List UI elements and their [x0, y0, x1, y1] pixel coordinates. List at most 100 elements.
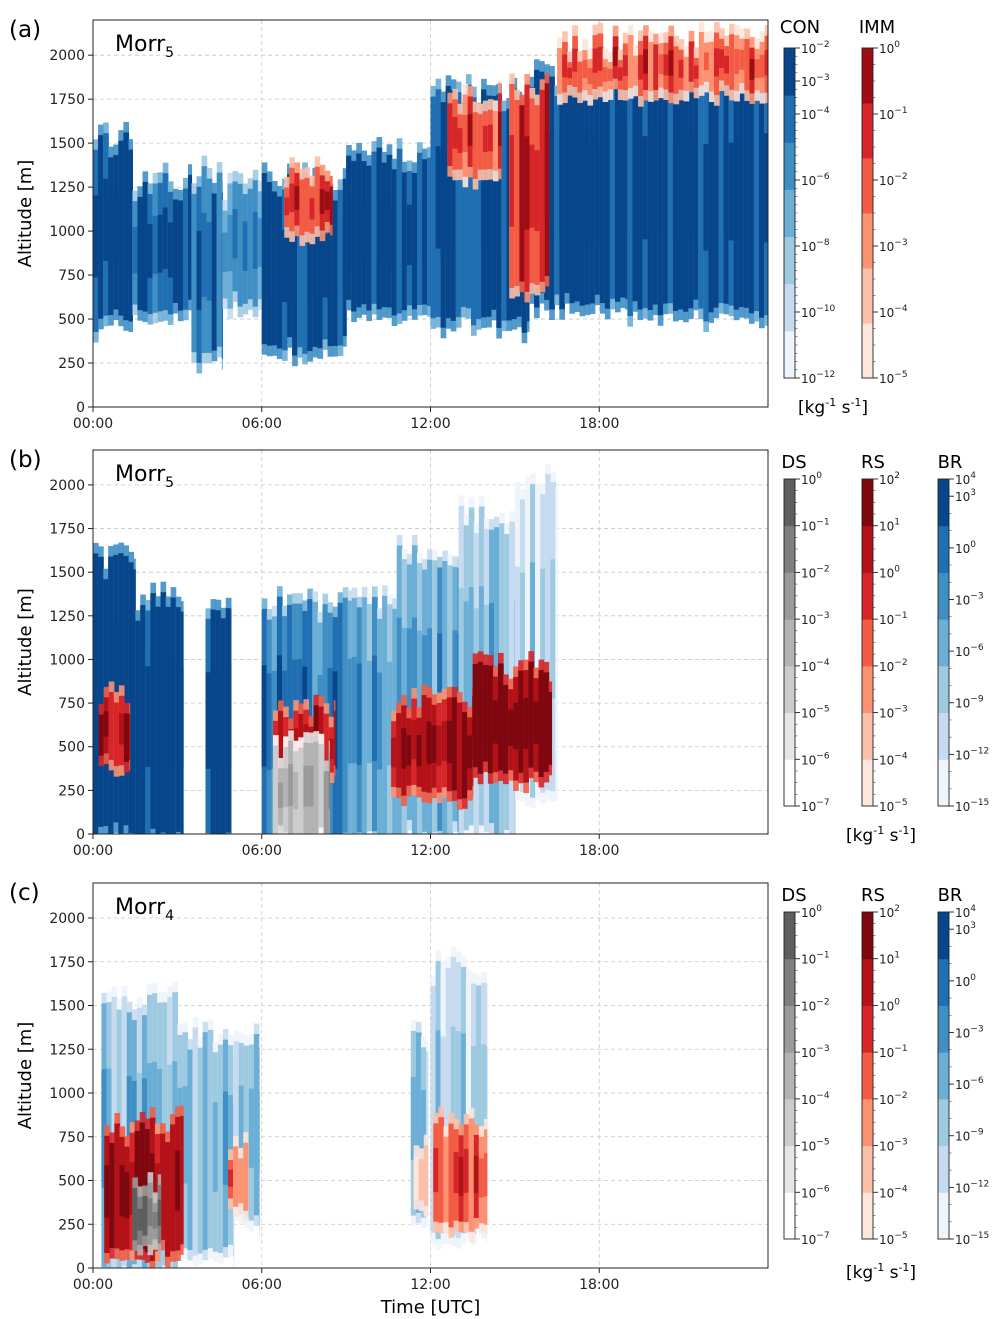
contour-band	[733, 137, 740, 241]
contour-band	[152, 1212, 159, 1229]
contour-band	[447, 103, 454, 167]
contour-band	[216, 172, 223, 347]
contour-band	[257, 218, 263, 267]
contour-band	[455, 1031, 462, 1156]
contour-band	[188, 205, 193, 263]
contour-band	[667, 68, 674, 304]
contour-band	[317, 177, 324, 349]
model-label: Morr5	[115, 462, 174, 491]
contour-band	[318, 744, 325, 828]
contour-band	[592, 48, 599, 73]
contour-band	[170, 656, 177, 764]
contour-band	[433, 1147, 439, 1193]
field-imm-segment	[557, 21, 768, 107]
contour-band	[252, 211, 259, 269]
contour-band	[175, 1150, 181, 1211]
y-tick-label: 750	[58, 696, 85, 712]
contour-band	[535, 494, 541, 790]
contour-band	[165, 1142, 171, 1257]
contour-band	[361, 196, 367, 262]
contour-band	[118, 184, 124, 264]
field-con-segment	[627, 47, 768, 332]
colorbar-tick-label: 103	[955, 488, 976, 504]
x-tick-label: 12:00	[410, 1277, 450, 1293]
contour-band	[415, 1032, 422, 1213]
contour-band	[440, 1036, 447, 1155]
colorbar-band	[784, 572, 795, 620]
contour-band	[228, 1169, 234, 1187]
contour-band	[123, 725, 130, 748]
y-tick-label: 1750	[49, 955, 85, 971]
colorbar-frame	[937, 911, 950, 1240]
contour-band	[738, 139, 745, 241]
contour-band	[673, 46, 680, 94]
contour-band	[284, 197, 290, 216]
colorbar-tick-label: 10−6	[801, 751, 830, 767]
y-tick-label: 750	[58, 268, 85, 284]
contour-band	[545, 474, 551, 791]
contour-band	[523, 698, 529, 749]
contour-band	[548, 710, 553, 743]
colorbar-tick-label: 10−12	[955, 1179, 989, 1195]
y-axis-title: Altitude [m]	[15, 160, 36, 268]
contour-band	[498, 111, 502, 146]
contour-band	[98, 181, 104, 264]
contour-band	[298, 747, 304, 834]
contour-band	[157, 1199, 162, 1226]
y-tick-label: 250	[58, 783, 85, 799]
x-tick-label: 06:00	[242, 416, 282, 432]
colorbar-tick-label: 10−3	[879, 238, 908, 254]
y-axis-title: Altitude [m]	[15, 588, 36, 696]
contour-band	[528, 661, 535, 768]
contour-band	[622, 55, 629, 77]
contour-band	[288, 764, 294, 807]
contour-band	[366, 201, 373, 268]
contour-band	[446, 720, 453, 764]
contour-band	[98, 556, 104, 827]
contour-band	[215, 666, 222, 767]
field-br-segment	[410, 1020, 429, 1229]
colorbar-tick-label: 10−12	[955, 746, 989, 762]
contour-band	[93, 623, 99, 750]
colorbar-tick-label: 104	[955, 904, 976, 920]
contour-band	[314, 166, 321, 227]
colorbar-tick-label: 101	[879, 518, 900, 534]
x-axis-title: Time [UTC]	[380, 1297, 481, 1318]
colorbar-band	[938, 572, 949, 620]
contour-band	[113, 193, 119, 264]
colorbar-tick-label: 10−3	[879, 1138, 908, 1154]
contour-band	[519, 572, 526, 705]
field-rs-segment	[413, 1134, 429, 1217]
contour-band	[261, 172, 268, 345]
contour-band	[162, 207, 169, 270]
contour-band	[387, 661, 393, 766]
contour-band	[113, 621, 119, 743]
colorbar-tick-label: 102	[879, 904, 900, 920]
contour-band	[411, 172, 418, 310]
contour-band	[242, 221, 249, 271]
contour-band	[327, 232, 334, 301]
y-tick-label: 500	[58, 740, 85, 756]
colorbar-tick-label: 10−6	[801, 1184, 830, 1200]
contour-band	[509, 134, 515, 227]
contour-band	[476, 985, 482, 1221]
contour-band	[233, 1146, 239, 1207]
contour-band	[739, 49, 745, 70]
contour-band	[612, 46, 619, 66]
contour-band	[410, 1077, 417, 1161]
contour-band	[451, 720, 458, 763]
contour-band	[129, 713, 131, 760]
contour-band	[119, 1165, 126, 1217]
colorbar-band	[862, 103, 873, 159]
contour-band	[569, 131, 576, 235]
contour-band	[128, 192, 133, 270]
field-rs-segment	[98, 681, 131, 777]
contour-band	[467, 114, 474, 146]
y-tick-label: 1000	[49, 224, 85, 240]
contour-band	[294, 186, 301, 210]
contour-band	[450, 147, 457, 252]
colorbar-band	[784, 479, 795, 527]
contour-band	[748, 134, 755, 242]
